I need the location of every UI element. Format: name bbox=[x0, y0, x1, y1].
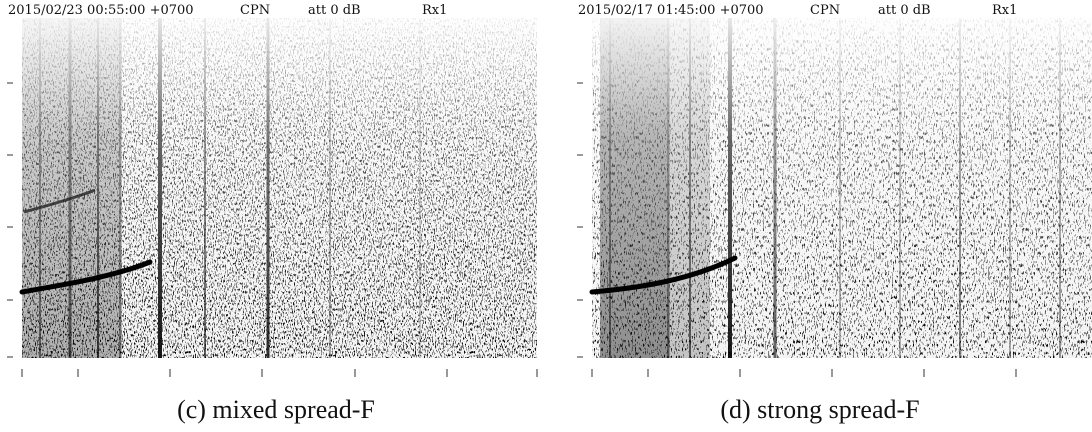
f-layer-trace bbox=[589, 255, 738, 295]
ionogram-panel: 2015/02/17 01:45:00 +0700 CPN att 0 dB Rx1 (… bbox=[577, 3, 1092, 424]
receiver: Rx1 bbox=[992, 3, 1017, 18]
attenuation: att 0 dB bbox=[308, 3, 361, 18]
station: CPN bbox=[240, 3, 270, 18]
receiver: Rx1 bbox=[422, 3, 447, 18]
top-fade bbox=[22, 18, 537, 358]
timestamp: 2015/02/23 00:55:00 +0700 bbox=[8, 3, 194, 18]
caption: (d) strong spread-F bbox=[720, 395, 919, 424]
secondary-trace bbox=[23, 188, 96, 214]
top-fade bbox=[592, 18, 1092, 358]
ionogram-panel: 2015/02/23 00:55:00 +0700 CPN att 0 dB Rx1 (… bbox=[7, 3, 538, 424]
caption: (c) mixed spread-F bbox=[177, 395, 375, 424]
station: CPN bbox=[810, 3, 840, 18]
attenuation: att 0 dB bbox=[878, 3, 931, 18]
f-layer-trace bbox=[19, 259, 153, 295]
timestamp: 2015/02/17 01:45:00 +0700 bbox=[578, 3, 764, 18]
